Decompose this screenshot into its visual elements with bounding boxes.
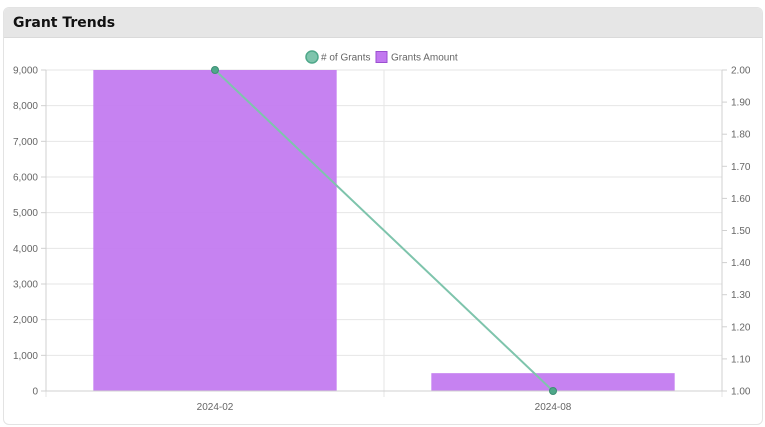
y-right-tick-label: 1.30 — [731, 290, 751, 301]
series-line — [214, 69, 554, 392]
bars — [93, 70, 675, 391]
line-series — [211, 66, 557, 395]
y-left-tick-label: 8,000 — [13, 101, 38, 112]
y-right-tick-label: 1.60 — [731, 194, 751, 205]
y-left-tick-label: 2,000 — [13, 315, 38, 326]
card-title: Grant Trends — [13, 14, 116, 31]
legend-label: # of Grants — [321, 53, 370, 64]
y-left-tick-label: 1,000 — [13, 351, 38, 362]
line-point — [549, 387, 557, 395]
card-header: Grant Trends — [4, 8, 762, 38]
y-left-tick-label: 7,000 — [13, 137, 38, 148]
legend: # of Grants Grants Amount — [305, 50, 458, 64]
y-right-tick-label: 1.40 — [731, 258, 751, 269]
y-left-tick-label: 4,000 — [13, 244, 38, 255]
y-left-tick-label: 9,000 — [13, 66, 38, 77]
bar — [93, 70, 337, 391]
y-right-tick-label: 1.80 — [731, 130, 751, 141]
y-right-tick-label: 2.00 — [731, 66, 751, 77]
y-right-tick-label: 1.00 — [731, 387, 751, 398]
x-tick-label: 2024-08 — [535, 402, 572, 413]
y-right-tick-label: 1.20 — [731, 322, 751, 333]
y-right-tick-label: 1.10 — [731, 354, 751, 365]
x-tick-label: 2024-02 — [197, 402, 234, 413]
y-right-tick-label: 1.90 — [731, 98, 751, 109]
y-left-tick-label: 6,000 — [13, 173, 38, 184]
y-left-tick-label: 0 — [32, 387, 38, 398]
y-left-tick-label: 3,000 — [13, 280, 38, 291]
axes: 0 1,000 2,000 3,000 4,000 5,000 6,000 7,000 8,00… — [13, 66, 751, 414]
legend-swatch-grants-amount — [375, 51, 388, 63]
legend-label: Grants Amount — [391, 53, 458, 64]
line-point — [211, 66, 219, 74]
y-right-tick-label: 1.70 — [731, 162, 751, 173]
bar — [431, 373, 675, 391]
y-left-tick-label: 5,000 — [13, 208, 38, 219]
y-right-tick-label: 1.50 — [731, 226, 751, 237]
legend-swatch-grants-count — [305, 50, 319, 64]
